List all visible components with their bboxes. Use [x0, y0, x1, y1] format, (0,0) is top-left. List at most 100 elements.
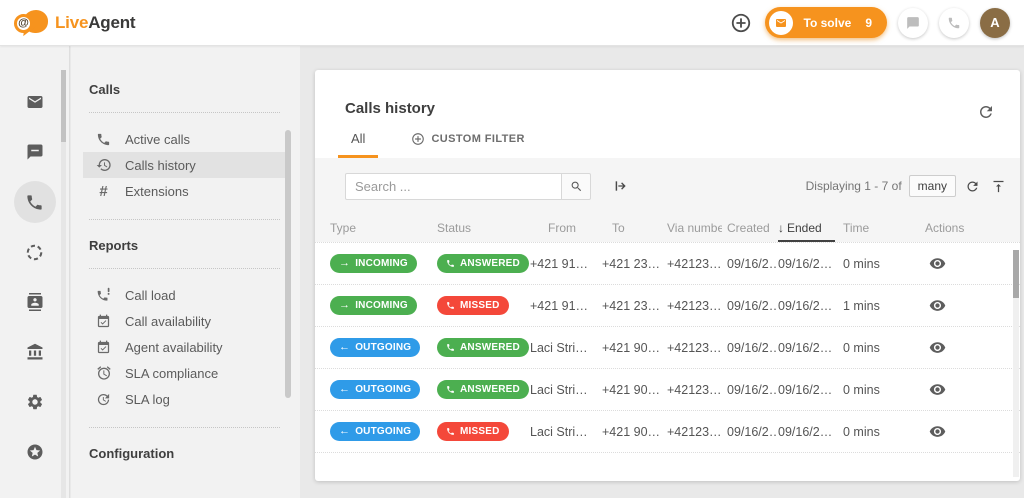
table-refresh-button[interactable] [963, 177, 982, 196]
table-scrollbar-thumb[interactable] [1013, 250, 1019, 298]
rail-item-configuration[interactable] [0, 377, 69, 427]
sidebar-item-extensions[interactable]: # Extensions [83, 178, 290, 204]
table-row[interactable]: ← OUTGOING ANSWERED Laci Stri… +421 90… +… [315, 368, 1020, 410]
sidebar-item-sla-log[interactable]: SLA log [83, 386, 290, 412]
search-icon [570, 180, 583, 193]
sidebar-heading-calls: Calls [89, 81, 121, 97]
update-clock-icon [95, 392, 112, 407]
column-header-from[interactable]: From [548, 221, 576, 235]
plus-circle-icon [411, 132, 425, 146]
via-number-cell: +42123… [667, 298, 722, 313]
sidebar-item-sla-compliance[interactable]: SLA compliance [83, 360, 290, 386]
ended-cell: 09/16/2… [778, 256, 833, 271]
scroll-to-top-button[interactable] [989, 177, 1008, 196]
table-row[interactable]: ← OUTGOING MISSED Laci Stri… +421 90… +42… [315, 410, 1020, 452]
panel-refresh-button[interactable] [974, 100, 998, 124]
sidebar-item-label: SLA log [125, 391, 170, 407]
search-button[interactable] [561, 172, 591, 200]
view-call-button[interactable] [925, 423, 949, 440]
rail-item-gamification[interactable] [0, 427, 69, 477]
liveagent-logo: @ LiveAgent [14, 8, 136, 38]
align-top-icon [991, 179, 1006, 194]
call-status-badge: ANSWERED [437, 338, 529, 357]
to-cell: +421 90… [602, 382, 661, 397]
view-call-button[interactable] [925, 381, 949, 398]
phone-icon [446, 427, 455, 436]
via-number-cell: +42123… [667, 340, 722, 355]
column-header-created[interactable]: Created [727, 221, 770, 235]
total-count-chip[interactable]: many [908, 175, 956, 197]
envelope-icon [768, 10, 793, 35]
to-solve-label: To solve [803, 15, 852, 30]
sidebar-item-call-load[interactable]: Call load [83, 282, 290, 308]
arrow-right-icon: → [339, 299, 351, 311]
top-bar: @ LiveAgent To solve 9 [0, 0, 1024, 46]
table-row[interactable]: → INCOMING MISSED +421 91… +421 23… +4212… [315, 284, 1020, 326]
sidebar-item-calls-history[interactable]: Calls history [83, 152, 290, 178]
sidebar-scrollbar-thumb[interactable] [285, 130, 291, 398]
tab-bar: All CUSTOM FILTER [315, 117, 1020, 158]
sort-arrow-icon: ↓ [778, 221, 784, 235]
view-call-button[interactable] [925, 255, 949, 272]
page-title: Calls history [345, 100, 436, 117]
add-button[interactable] [728, 10, 754, 36]
call-status-badge: MISSED [437, 296, 509, 315]
view-call-button[interactable] [925, 297, 949, 314]
sidebar-heading-reports: Reports [89, 237, 139, 253]
sidebar-item-agent-availability[interactable]: Agent availability [83, 334, 290, 360]
export-button[interactable] [613, 178, 629, 194]
column-header-to[interactable]: To [612, 221, 625, 235]
chat-icon [906, 16, 920, 30]
rail-item-automation[interactable] [0, 227, 69, 277]
rail-item-company[interactable] [0, 327, 69, 377]
created-cell: 09/16/2… [727, 298, 778, 313]
phone-icon [25, 193, 44, 212]
calls-button[interactable] [939, 7, 969, 38]
table-bottom-edge [315, 452, 1020, 464]
sidebar-item-label: Call availability [125, 313, 211, 329]
table-row[interactable]: → INCOMING ANSWERED +421 91… +421 23… +42… [315, 242, 1020, 284]
phone-icon [446, 385, 455, 394]
sidebar-item-label: SLA compliance [125, 365, 219, 381]
chats-button[interactable] [898, 7, 928, 38]
time-cell: 0 mins [843, 382, 880, 397]
column-header-via-number[interactable]: Via number [667, 221, 722, 235]
from-cell: +421 91… [530, 298, 589, 313]
tab-all[interactable]: All [337, 131, 379, 158]
ended-cell: 09/16/2… [778, 340, 833, 355]
search-input[interactable] [345, 172, 562, 200]
column-header-ended[interactable]: ↓ Ended [778, 214, 838, 242]
to-solve-button[interactable]: To solve 9 [764, 7, 887, 38]
rail-scrollbar-thumb[interactable] [61, 70, 66, 142]
sidebar-item-label: Extensions [125, 183, 189, 199]
chat-icon [26, 143, 44, 161]
table-toolbar: Displaying 1 - 7 of many [315, 158, 1020, 214]
ended-cell: 09/16/2… [778, 382, 833, 397]
rail-scrollbar [61, 70, 66, 498]
eye-icon [929, 297, 946, 314]
tab-custom-filter[interactable]: CUSTOM FILTER [401, 132, 534, 158]
time-cell: 1 mins [843, 298, 880, 313]
contacts-icon [26, 293, 44, 311]
active-rail-highlight [13, 181, 56, 223]
created-cell: 09/16/2… [727, 424, 778, 439]
column-header-status[interactable]: Status [437, 221, 472, 235]
rail-item-tickets[interactable] [0, 77, 69, 127]
sidebar-item-call-availability[interactable]: Call availability [83, 308, 290, 334]
via-number-cell: +42123… [667, 424, 722, 439]
column-header-type[interactable]: Type [330, 221, 357, 235]
gear-icon [26, 393, 44, 411]
displaying-label: Displaying 1 - 7 of [805, 179, 902, 193]
avatar[interactable]: A [980, 7, 1010, 38]
sidebar-item-label: Calls history [125, 157, 196, 173]
view-call-button[interactable] [925, 339, 949, 356]
calls-history-panel: Calls history All CUSTOM FILTER [315, 70, 1020, 481]
table-row[interactable]: ← OUTGOING ANSWERED Laci Stri… +421 90… +… [315, 326, 1020, 368]
eye-icon [929, 423, 946, 440]
rail-item-chats[interactable] [0, 127, 69, 177]
rail-item-calls[interactable] [0, 177, 69, 227]
created-cell: 09/16/2… [727, 256, 778, 271]
sidebar-item-active-calls[interactable]: Active calls [83, 126, 290, 152]
column-header-time[interactable]: Time [843, 221, 870, 235]
rail-item-customers[interactable] [0, 277, 69, 327]
